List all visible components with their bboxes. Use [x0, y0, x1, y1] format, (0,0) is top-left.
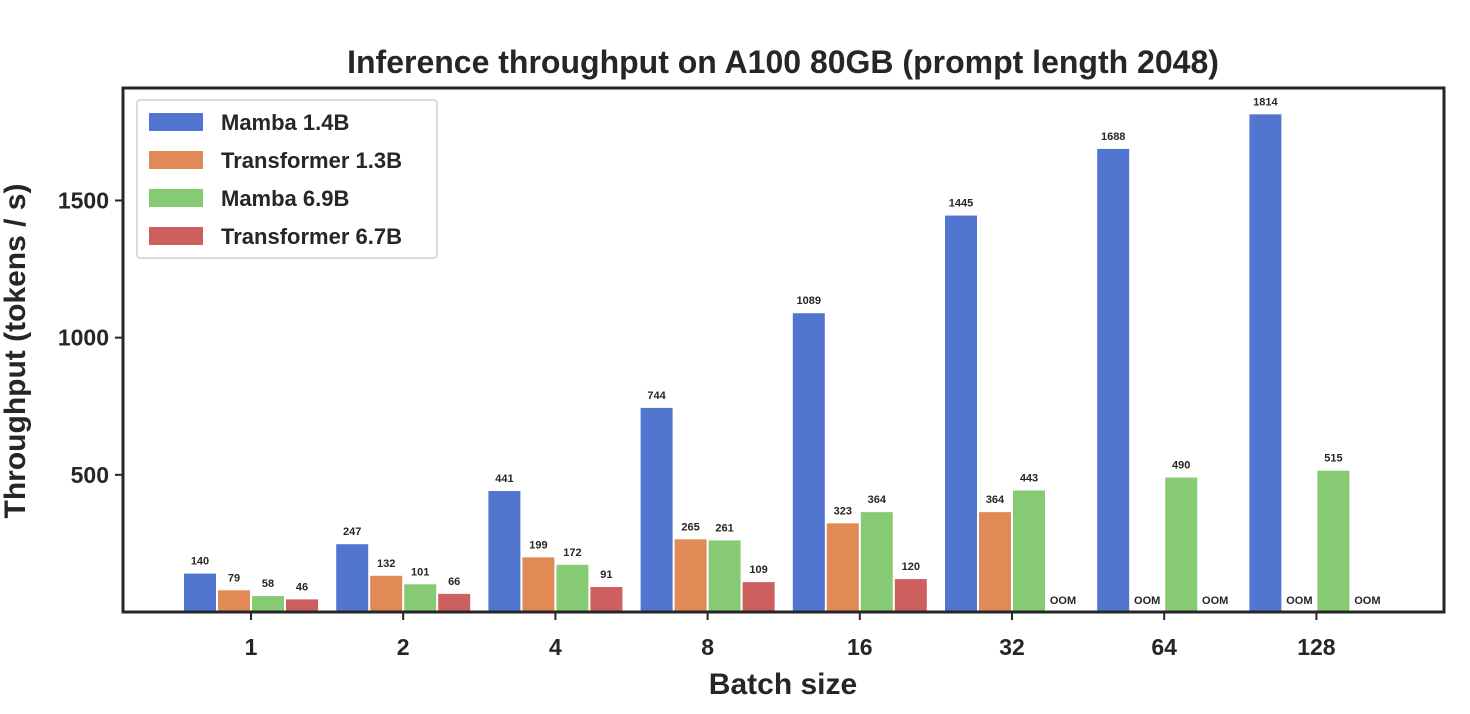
bar	[1013, 490, 1045, 612]
bar-value-label: 101	[411, 566, 429, 578]
bar-value-label: 443	[1020, 472, 1038, 484]
legend: Mamba 1.4B Transformer 1.3B Mamba 6.9B Tran…	[136, 99, 438, 259]
bar-value-label: 364	[986, 494, 1005, 506]
bar	[826, 523, 859, 612]
bar	[979, 512, 1011, 612]
legend-swatch	[149, 113, 203, 131]
x-tick-label: 2	[397, 634, 410, 660]
legend-entry-label: Transformer 1.3B	[221, 148, 402, 173]
bar	[792, 313, 825, 612]
bar-value-label: 66	[448, 576, 460, 588]
x-tick-label: 64	[1151, 634, 1177, 660]
bar-value-label: 1814	[1253, 96, 1278, 108]
bar	[1165, 477, 1198, 612]
bar-value-label: 46	[296, 581, 308, 593]
y-tick-label: 1500	[58, 187, 109, 213]
bar-value-label: 323	[834, 505, 852, 517]
bar-value-label: 1089	[797, 295, 821, 307]
chart-title: Inference throughput on A100 80GB (promp…	[347, 44, 1219, 80]
bar	[252, 596, 284, 612]
x-tick-label: 1	[245, 634, 258, 660]
x-tick-label: 128	[1297, 634, 1336, 660]
bar-value-label: 364	[868, 494, 887, 506]
bar	[522, 557, 555, 612]
legend-entry-label: Mamba 1.4B	[221, 110, 349, 135]
legend-swatch	[149, 227, 203, 245]
bar	[640, 407, 673, 612]
bar	[404, 584, 437, 612]
oom-label: OOM	[1354, 595, 1380, 607]
legend-swatch	[149, 151, 203, 169]
bar-value-label: 1445	[949, 198, 973, 210]
bar-value-label: 120	[902, 561, 920, 573]
x-tick-label: 8	[701, 634, 714, 660]
bar	[1249, 114, 1282, 613]
legend-box	[136, 99, 438, 259]
y-axis-label: Throughput (tokens / s)	[0, 184, 32, 519]
bars	[184, 114, 1350, 613]
bar-value-label: 261	[715, 522, 733, 534]
bar-value-label: 199	[529, 539, 547, 551]
bar-value-label: 1688	[1101, 131, 1125, 143]
bar	[184, 573, 216, 612]
bar	[945, 215, 977, 612]
bar-value-label: 490	[1172, 460, 1190, 472]
oom-label: OOM	[1050, 595, 1076, 607]
bar	[286, 599, 318, 612]
bar-value-label: 140	[191, 556, 209, 568]
bar	[674, 539, 707, 612]
bar-value-label: 247	[343, 526, 361, 538]
bar-value-label: 744	[647, 390, 666, 402]
bar-value-label: 265	[681, 521, 699, 533]
bar-value-label: 109	[749, 564, 767, 576]
legend-entry-label: Transformer 6.7B	[221, 224, 402, 249]
bar-value-label: 441	[495, 473, 513, 485]
bar	[590, 587, 623, 612]
bar-labels: 140 79 58 46 247 132 101 66 441 199 172 91 744 265 261…	[191, 96, 1381, 607]
bar-value-label: 515	[1324, 453, 1342, 465]
bar-value-label: 132	[377, 558, 395, 570]
plot-frame	[121, 86, 1446, 614]
oom-label: OOM	[1134, 595, 1160, 607]
bar	[860, 512, 893, 612]
bar-value-label: 79	[228, 572, 240, 584]
legend-swatch	[149, 189, 203, 207]
bar	[488, 491, 521, 612]
bar	[218, 590, 250, 612]
x-tick-label: 4	[549, 634, 562, 660]
bar	[894, 579, 927, 612]
ticks: 1 2 4 8 16 32 64 128 500 1000 1500	[58, 187, 1336, 660]
bar	[742, 582, 775, 612]
bar-value-label: 172	[563, 547, 581, 559]
legend-entry-label: Mamba 6.9B	[221, 186, 349, 211]
y-tick-label: 500	[71, 462, 109, 488]
x-tick-label: 16	[847, 634, 873, 660]
bar	[1317, 470, 1350, 612]
bar	[556, 564, 589, 612]
x-axis-label: Batch size	[709, 668, 857, 701]
bar-value-label: 91	[600, 569, 612, 581]
bar	[1097, 148, 1130, 612]
oom-label: OOM	[1286, 595, 1312, 607]
y-tick-label: 1000	[58, 325, 109, 351]
oom-label: OOM	[1202, 595, 1228, 607]
bar	[370, 575, 403, 612]
bar	[438, 593, 471, 612]
x-tick-label: 32	[999, 634, 1025, 660]
bar	[708, 540, 741, 612]
bar-value-label: 58	[262, 578, 274, 590]
bar	[336, 544, 369, 612]
